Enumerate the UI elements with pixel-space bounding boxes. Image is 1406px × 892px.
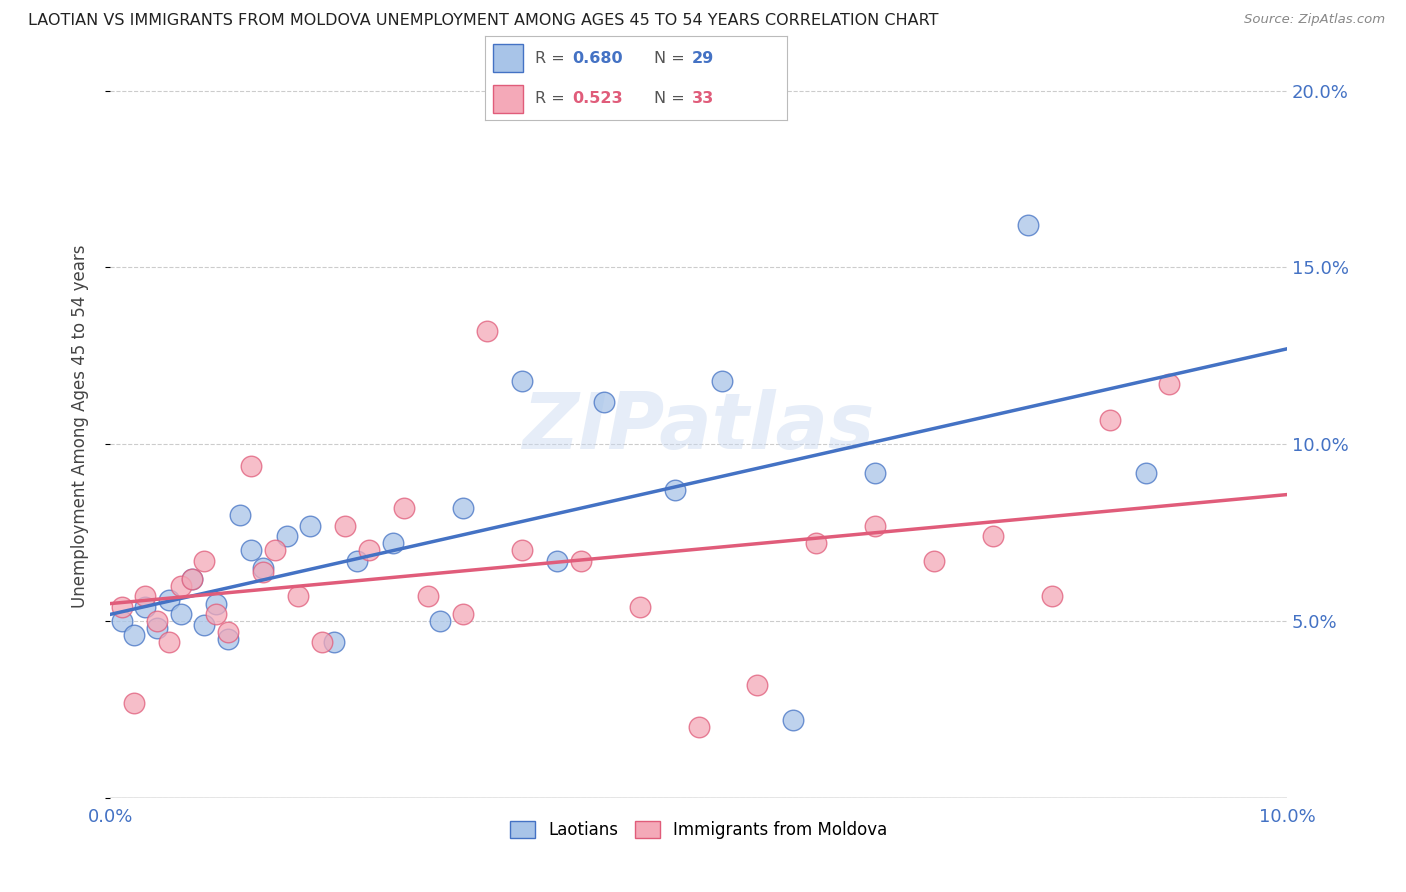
FancyBboxPatch shape	[492, 45, 523, 72]
Text: 29: 29	[692, 51, 714, 66]
Point	[287, 590, 309, 604]
Point	[863, 518, 886, 533]
Point	[157, 635, 180, 649]
Point	[510, 374, 533, 388]
Point	[299, 518, 322, 533]
Point	[134, 590, 156, 604]
Point	[240, 543, 263, 558]
Point	[628, 600, 651, 615]
Point	[1099, 412, 1122, 426]
Point	[1135, 466, 1157, 480]
Point	[122, 628, 145, 642]
Point	[1159, 377, 1181, 392]
Point	[181, 572, 204, 586]
Point	[711, 374, 734, 388]
Text: N =: N =	[654, 91, 690, 106]
Point	[863, 466, 886, 480]
Point	[252, 565, 274, 579]
Point	[217, 632, 239, 646]
Text: 33: 33	[692, 91, 714, 106]
Point	[593, 395, 616, 409]
Point	[157, 593, 180, 607]
Text: R =: R =	[534, 91, 569, 106]
Point	[922, 554, 945, 568]
Point	[346, 554, 368, 568]
Text: N =: N =	[654, 51, 690, 66]
Point	[416, 590, 439, 604]
Point	[451, 501, 474, 516]
Point	[451, 607, 474, 622]
Text: LAOTIAN VS IMMIGRANTS FROM MOLDOVA UNEMPLOYMENT AMONG AGES 45 TO 54 YEARS CORREL: LAOTIAN VS IMMIGRANTS FROM MOLDOVA UNEMP…	[28, 13, 939, 29]
Point	[311, 635, 333, 649]
Point	[134, 600, 156, 615]
Point	[193, 554, 215, 568]
Point	[1017, 218, 1039, 232]
Point	[146, 621, 169, 635]
Point	[782, 714, 804, 728]
Legend: Laotians, Immigrants from Moldova: Laotians, Immigrants from Moldova	[503, 814, 894, 846]
Point	[322, 635, 344, 649]
Point	[429, 614, 451, 628]
Point	[394, 501, 416, 516]
Point	[475, 324, 498, 338]
Point	[170, 579, 193, 593]
Y-axis label: Unemployment Among Ages 45 to 54 years: Unemployment Among Ages 45 to 54 years	[72, 245, 89, 608]
Text: 0.523: 0.523	[572, 91, 623, 106]
Point	[747, 678, 769, 692]
Point	[170, 607, 193, 622]
Text: ZIPatlas: ZIPatlas	[523, 389, 875, 465]
Text: 0.680: 0.680	[572, 51, 623, 66]
Point	[357, 543, 380, 558]
Text: R =: R =	[534, 51, 569, 66]
Point	[510, 543, 533, 558]
Point	[546, 554, 568, 568]
Point	[205, 597, 228, 611]
Point	[205, 607, 228, 622]
Point	[240, 458, 263, 473]
Point	[217, 624, 239, 639]
Point	[981, 529, 1004, 543]
Point	[111, 600, 134, 615]
Point	[806, 536, 828, 550]
Text: Source: ZipAtlas.com: Source: ZipAtlas.com	[1244, 13, 1385, 27]
Point	[263, 543, 285, 558]
Point	[664, 483, 686, 498]
Point	[1040, 590, 1063, 604]
Point	[181, 572, 204, 586]
Point	[252, 561, 274, 575]
Point	[146, 614, 169, 628]
Point	[228, 508, 250, 522]
Point	[381, 536, 404, 550]
Point	[276, 529, 298, 543]
Point	[111, 614, 134, 628]
Point	[335, 518, 357, 533]
Point	[688, 720, 710, 734]
Point	[193, 617, 215, 632]
Point	[122, 696, 145, 710]
Point	[569, 554, 592, 568]
FancyBboxPatch shape	[492, 85, 523, 112]
